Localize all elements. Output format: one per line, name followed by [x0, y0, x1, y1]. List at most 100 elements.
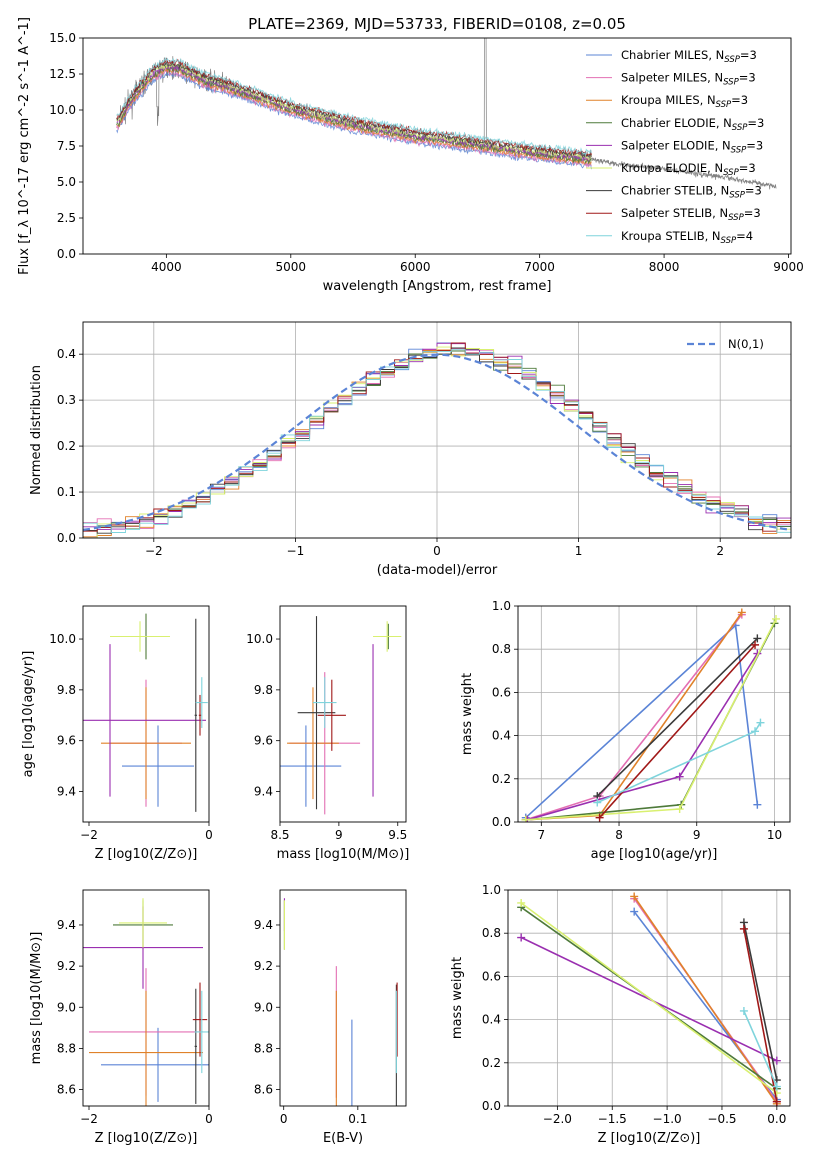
x-tick-label: 8 [615, 828, 623, 842]
x-tick-label: 9 [693, 828, 701, 842]
mass-vs-extinction-panel: 0 0.1 8.6 8.8 9.0 9.2 9.4 E(B-V) [254, 889, 407, 1146]
weight-series-line [525, 623, 759, 819]
x-tick-label: 0 [205, 828, 213, 842]
weight-series-line [520, 936, 778, 1062]
weight-point-marker [753, 800, 762, 809]
y-tick-label: 0.2 [482, 1056, 501, 1070]
x-tick-label: −1.5 [598, 1112, 627, 1126]
plot-area [283, 898, 398, 1106]
weight-point-marker [517, 898, 526, 907]
y-tick-label: 10.0 [246, 632, 273, 646]
x-tick-label: 8000 [649, 260, 680, 274]
x-tick-label: 6000 [400, 260, 431, 274]
y-tick-label: 1.0 [492, 599, 511, 613]
legend-label: Salpeter STELIB, NSSP=3 [621, 206, 761, 223]
grid [518, 605, 790, 823]
weight-point-marker [772, 1097, 781, 1106]
weight-point-marker [772, 1082, 781, 1091]
residual-histogram [83, 349, 791, 533]
age-vs-mass-panel: 8.5 9 9.5 9.4 9.6 9.8 10.0 mass [log10(M/M⊙)] [246, 605, 410, 862]
x-tick-label: 0 [280, 1112, 288, 1126]
weight-point-marker [739, 1006, 748, 1015]
y-tick-label: 0.0 [57, 531, 76, 545]
weight-series-line [527, 622, 776, 821]
y-tick-label: 1.0 [482, 883, 501, 897]
legend-label: Salpeter MILES, NSSP=3 [621, 71, 756, 88]
plot-area [517, 892, 781, 1106]
figure-title: PLATE=2369, MJD=53733, FIBERID=0108, z=0… [248, 15, 626, 33]
legend-label: Chabrier MILES, NSSP=3 [621, 48, 757, 65]
y-tick-label: 0.2 [492, 772, 511, 786]
weight-point-marker [772, 1056, 781, 1065]
x-tick-label: −0.5 [707, 1112, 736, 1126]
residuals-panel: −2 −1 0 1 2 0.0 0.1 0.2 0.3 0.4 (data-model)/error… [29, 321, 792, 578]
x-tick-label: 1 [575, 544, 583, 558]
x-tick-label: 2 [716, 544, 724, 558]
spectrum-panel: 4000 5000 6000 7000 8000 9000 0.0 2.5 5.0 7.5 10.0… [17, 17, 804, 294]
y-tick-label: 10.0 [49, 103, 76, 117]
weight-series-line [596, 637, 758, 797]
x-tick-label: 9000 [773, 260, 804, 274]
axes-frame [517, 605, 791, 823]
axes-frame [279, 889, 407, 1107]
x-tick-label: 10 [767, 828, 782, 842]
plot-area [83, 613, 208, 812]
legend-label: N(0,1) [728, 337, 764, 351]
y-tick-label: 0.2 [57, 439, 76, 453]
weight-series-line [527, 653, 759, 821]
axes-frame [279, 605, 407, 823]
x-axis-label: Z [log10(Z/Z⊙)] [598, 1131, 701, 1146]
x-axis-label: mass [log10(M/M⊙)] [277, 847, 410, 862]
model-spectrum-line [116, 60, 592, 158]
y-tick-label: 0.0 [57, 247, 76, 261]
y-tick-label: 12.5 [49, 67, 76, 81]
y-tick-label: 0.6 [492, 685, 511, 699]
y-tick-label: 0.3 [57, 393, 76, 407]
y-tick-label: 9.4 [254, 785, 273, 799]
gaussian-reference-line [83, 353, 791, 531]
weight-series-line [520, 902, 778, 1094]
axes-frame [507, 889, 791, 1107]
weight-series-line [633, 896, 778, 1105]
axes-frame [82, 605, 210, 823]
weight-point-marker [751, 640, 760, 649]
weight-point-marker [521, 815, 530, 822]
x-tick-label: 7000 [524, 260, 555, 274]
y-tick-label: 0.6 [482, 969, 501, 983]
weight-vs-age-panel: 7 8 9 10 0.0 0.2 0.4 0.6 0.8 1.0 age [log10(age/yr… [460, 599, 791, 862]
model-spectrum-line [116, 67, 592, 166]
y-tick-label: 8.6 [57, 1083, 76, 1097]
weight-point-marker [593, 798, 602, 807]
x-tick-label: 9.5 [388, 828, 407, 842]
weight-point-marker [595, 813, 604, 822]
y-tick-label: 8.8 [57, 1041, 76, 1055]
weight-point-marker [630, 907, 639, 916]
weight-vs-metallicity-panel: −2.0 −1.5 −1.0 −0.5 0.0 0.0 0.2 0.4 0.6 0.8 1.0 Z [… [450, 883, 791, 1146]
weight-point-marker [517, 933, 526, 942]
x-tick-label: −1.0 [653, 1112, 682, 1126]
y-tick-label: 10.0 [49, 632, 76, 646]
weight-point-marker [772, 614, 781, 623]
x-tick-label: 0 [205, 1112, 213, 1126]
y-tick-label: 9.0 [254, 1000, 273, 1014]
x-axis-label: Z [log10(Z/Z⊙)] [95, 1131, 198, 1146]
y-tick-label: 9.2 [254, 959, 273, 973]
y-tick-label: 0.4 [57, 347, 76, 361]
y-axis-label: mass [log10(M/M⊙)] [29, 932, 44, 1065]
y-tick-label: 9.2 [57, 959, 76, 973]
legend-label: Kroupa MILES, NSSP=3 [621, 93, 748, 110]
x-tick-label: −2.0 [543, 1112, 572, 1126]
x-tick-label: −2 [80, 1112, 98, 1126]
x-axis-label: Z [log10(Z/Z⊙)] [95, 847, 198, 862]
y-tick-label: 9.4 [254, 918, 273, 932]
model-spectrum-line [116, 64, 592, 162]
y-tick-label: 0.4 [482, 1013, 501, 1027]
model-spectrum-line [116, 56, 592, 156]
weight-series-line [599, 644, 756, 819]
x-axis-label: E(B-V) [323, 1131, 363, 1146]
weight-series-line [743, 1010, 778, 1087]
y-tick-label: 9.6 [254, 734, 273, 748]
model-spectrum-line [116, 57, 592, 157]
legend-label: Chabrier STELIB, NSSP=3 [621, 184, 762, 201]
